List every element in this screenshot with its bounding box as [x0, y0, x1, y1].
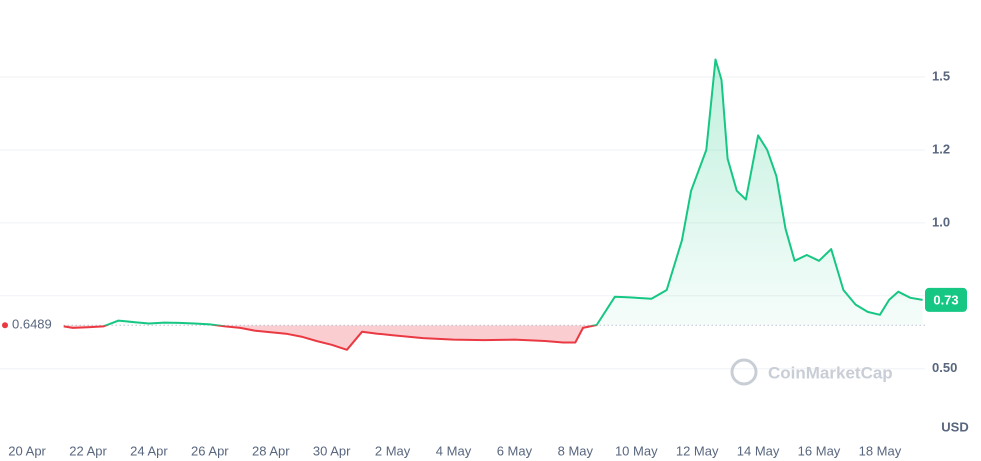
x-tick-label: 12 May [676, 443, 719, 458]
baseline-dot [2, 322, 8, 329]
area-fill [63, 59, 923, 350]
watermark-logo [730, 358, 758, 386]
x-tick-label: 14 May [737, 443, 780, 458]
x-tick-label: 20 Apr [8, 443, 46, 458]
y-tick-label: 1.2 [932, 141, 950, 156]
x-tick-label: 28 Apr [252, 443, 290, 458]
x-tick-label: 10 May [615, 443, 658, 458]
y-tick-label: 0.50 [932, 360, 957, 375]
x-tick-label: 18 May [859, 443, 902, 458]
x-tick-label: 26 Apr [191, 443, 229, 458]
x-tick-label: 24 Apr [130, 443, 168, 458]
x-tick-label: 6 May [497, 443, 533, 458]
x-tick-label: 16 May [798, 443, 841, 458]
price-badge [925, 287, 967, 312]
x-tick-label: 4 May [436, 443, 472, 458]
x-tick-label: 8 May [558, 443, 594, 458]
x-tick-label: 22 Apr [69, 443, 107, 458]
x-tick-label: 30 Apr [313, 443, 351, 458]
x-tick-label: 2 May [375, 443, 411, 458]
currency-label: USD [941, 419, 968, 434]
price-line [63, 58, 923, 351]
baseline-label: 0.6489 [12, 317, 52, 332]
price-badge-label: 0.73 [933, 292, 958, 307]
y-tick-label: 1.5 [932, 68, 950, 83]
y-tick-label: 1.0 [932, 214, 950, 229]
watermark: CoinMarketCap [768, 363, 893, 382]
